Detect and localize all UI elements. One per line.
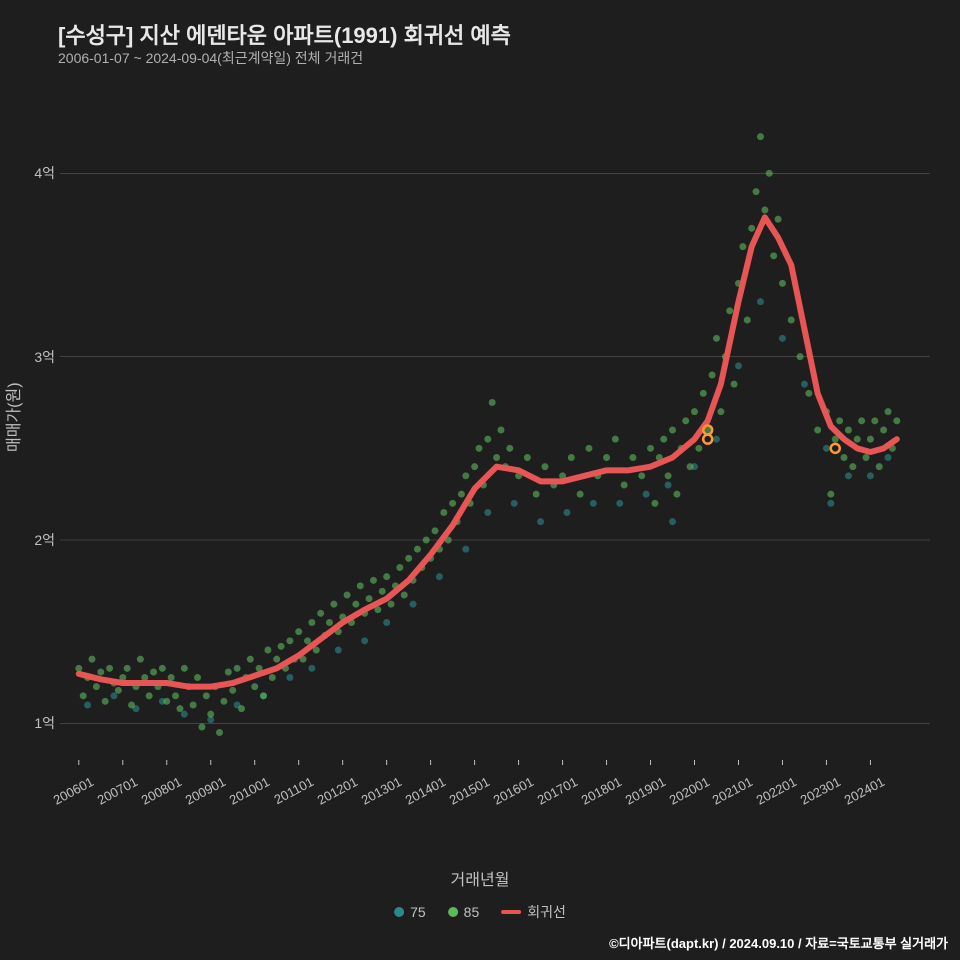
legend-item-75: 75: [394, 904, 426, 920]
legend-marker-regression: [501, 910, 521, 914]
legend-marker-75: [394, 907, 404, 917]
x-axis-label: 거래년월: [451, 866, 510, 890]
legend-marker-85: [448, 907, 458, 917]
legend-label-regression: 회귀선: [527, 902, 566, 922]
credit-text: ©디아파트(dapt.kr) / 2024.09.10 / 자료=국토교통부 실…: [609, 933, 948, 952]
y-tick-label: 4억: [34, 163, 55, 183]
chart-subtitle: 2006-01-07 ~ 2024-09-04(최근계약일) 전체 거래건: [58, 48, 363, 68]
plot-area: [60, 80, 930, 820]
chart-container: [수성구] 지산 에덴타운 아파트(1991) 회귀선 예측 2006-01-0…: [0, 0, 960, 960]
chart-title: [수성구] 지산 에덴타운 아파트(1991) 회귀선 예측: [58, 18, 511, 50]
legend-item-85: 85: [448, 904, 480, 920]
legend-item-regression: 회귀선: [501, 902, 566, 922]
y-tick-label: 3억: [34, 347, 55, 367]
y-tick-label: 1억: [34, 713, 55, 733]
chart-svg: [60, 80, 930, 820]
legend: 75 85 회귀선: [394, 902, 566, 922]
legend-label-75: 75: [410, 904, 426, 920]
y-tick-label: 2억: [34, 530, 55, 550]
y-axis-label: 매매가(원): [0, 382, 24, 452]
legend-label-85: 85: [464, 904, 480, 920]
